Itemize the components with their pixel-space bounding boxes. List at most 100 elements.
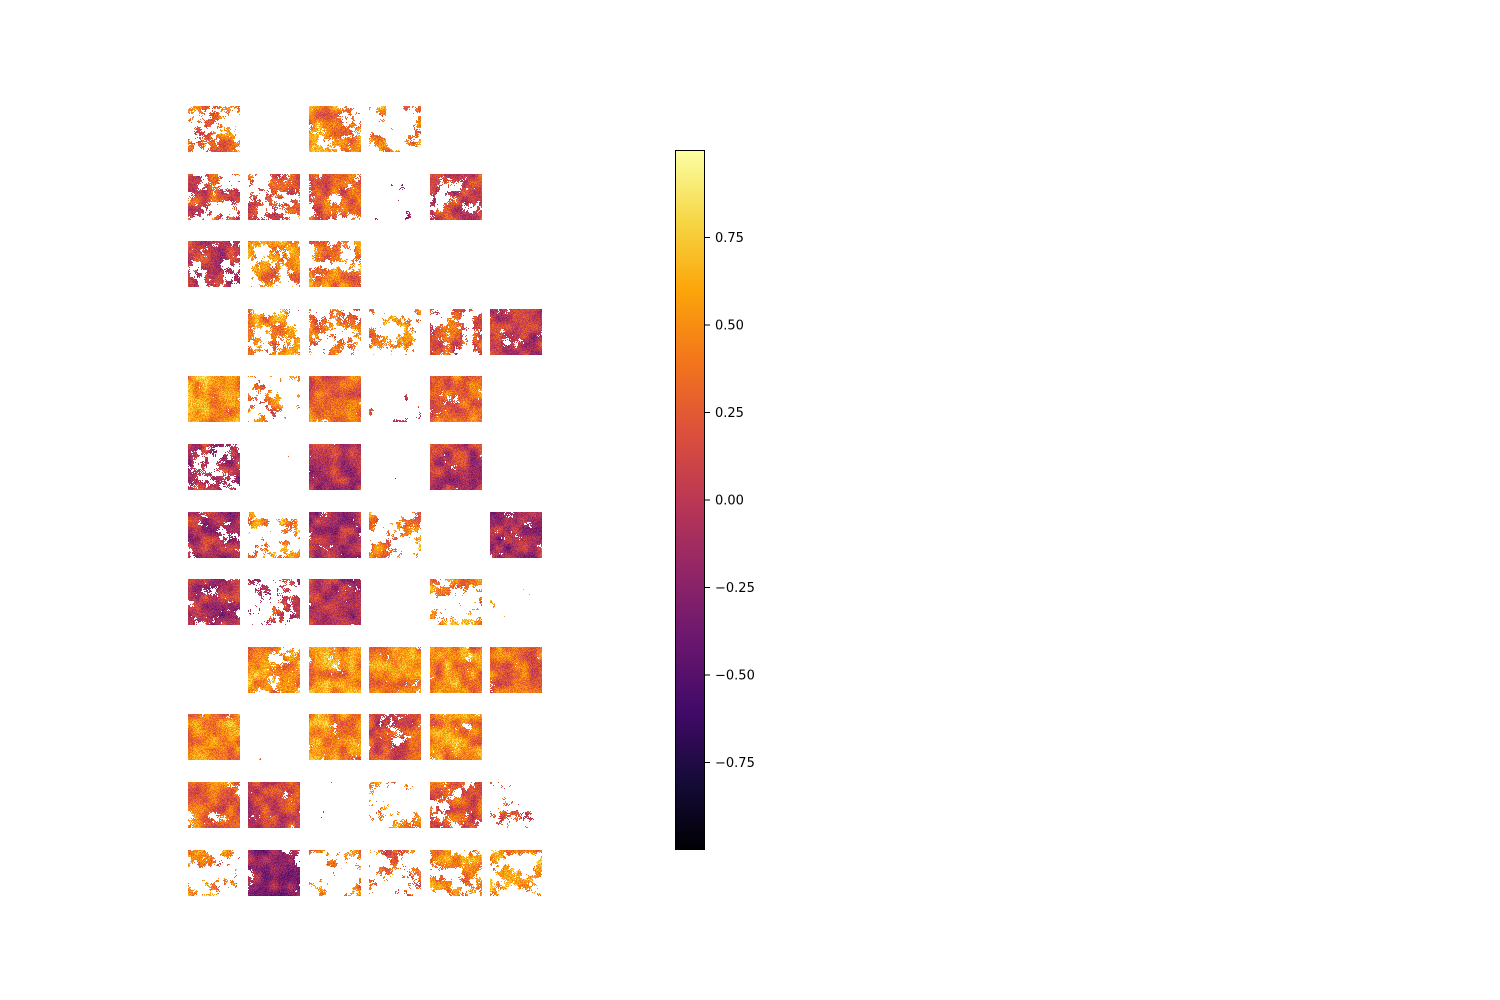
- heatmap-panel-r10-c6: [490, 714, 542, 760]
- heatmap-panel-image: [309, 647, 361, 693]
- heatmap-panel-r4-c4: [369, 309, 421, 355]
- heatmap-panel-image: [248, 714, 300, 760]
- heatmap-panel-image: [309, 850, 361, 896]
- heatmap-panel-image: [430, 782, 482, 828]
- heatmap-panel-r9-c3: [309, 647, 361, 693]
- heatmap-panel-r4-c5: [430, 309, 482, 355]
- heatmap-panel-r5-c1: [188, 376, 240, 422]
- heatmap-panel-image: [369, 782, 421, 828]
- heatmap-panel-image: [490, 782, 542, 828]
- heatmap-panel-r2-c5: [430, 174, 482, 220]
- heatmap-panel-image: [490, 850, 542, 896]
- heatmap-panel-r2-c6: [490, 174, 542, 220]
- colorbar-tick-label: 0.75: [715, 231, 744, 246]
- heatmap-panel-r6-c4: [369, 444, 421, 490]
- heatmap-panel-image: [248, 850, 300, 896]
- heatmap-panel-image: [188, 647, 240, 693]
- heatmap-panel-r8-c4: [369, 579, 421, 625]
- heatmap-panel-image: [369, 174, 421, 220]
- heatmap-panel-r7-c4: [369, 512, 421, 558]
- heatmap-panel-r8-c1: [188, 579, 240, 625]
- heatmap-panel-r1-c1: [188, 106, 240, 152]
- heatmap-panel-r9-c5: [430, 647, 482, 693]
- colorbar-gradient: [675, 150, 705, 850]
- heatmap-panel-image: [188, 714, 240, 760]
- heatmap-panel-image: [369, 850, 421, 896]
- heatmap-panel-image: [309, 241, 361, 287]
- colorbar-tick-label: −0.50: [715, 669, 755, 684]
- heatmap-panel-r12-c5: [430, 850, 482, 896]
- heatmap-panel-r5-c3: [309, 376, 361, 422]
- colorbar-tick-label: 0.50: [715, 319, 744, 334]
- heatmap-panel-image: [188, 241, 240, 287]
- heatmap-panel-r6-c2: [248, 444, 300, 490]
- heatmap-panel-r8-c5: [430, 579, 482, 625]
- heatmap-panel-r2-c4: [369, 174, 421, 220]
- colorbar-frame: [675, 150, 705, 850]
- heatmap-panel-r1-c5: [430, 106, 482, 152]
- heatmap-panel-r4-c6: [490, 309, 542, 355]
- heatmap-panel-r11-c6: [490, 782, 542, 828]
- heatmap-panel-image: [309, 512, 361, 558]
- heatmap-panel-image: [188, 309, 240, 355]
- heatmap-panel-r4-c3: [309, 309, 361, 355]
- heatmap-panel-image: [248, 579, 300, 625]
- heatmap-panel-image: [248, 174, 300, 220]
- heatmap-panel-r9-c4: [369, 647, 421, 693]
- heatmap-panel-r7-c5: [430, 512, 482, 558]
- heatmap-panel-r11-c1: [188, 782, 240, 828]
- heatmap-panel-image: [188, 512, 240, 558]
- heatmap-panel-image: [248, 106, 300, 152]
- heatmap-panel-image: [309, 376, 361, 422]
- heatmap-panel-image: [430, 579, 482, 625]
- heatmap-panel-image: [369, 579, 421, 625]
- heatmap-panel-image: [309, 106, 361, 152]
- heatmap-panel-image: [248, 376, 300, 422]
- heatmap-panel-image: [430, 512, 482, 558]
- heatmap-panel-r4-c2: [248, 309, 300, 355]
- heatmap-panel-image: [430, 444, 482, 490]
- colorbar-tick-label: 0.00: [715, 494, 744, 509]
- heatmap-panel-r1-c2: [248, 106, 300, 152]
- heatmap-panel-r2-c1: [188, 174, 240, 220]
- heatmap-panel-image: [188, 106, 240, 152]
- heatmap-panel-r6-c6: [490, 444, 542, 490]
- heatmap-panel-image: [188, 376, 240, 422]
- heatmap-panel-r12-c3: [309, 850, 361, 896]
- heatmap-panel-image: [188, 782, 240, 828]
- heatmap-panel-image: [490, 241, 542, 287]
- heatmap-panel-image: [430, 376, 482, 422]
- heatmap-panel-image: [430, 241, 482, 287]
- heatmap-panel-r10-c2: [248, 714, 300, 760]
- heatmap-panel-image: [369, 444, 421, 490]
- heatmap-panel-image: [369, 309, 421, 355]
- heatmap-panel-image: [490, 647, 542, 693]
- heatmap-panel-r5-c4: [369, 376, 421, 422]
- heatmap-panel-r2-c2: [248, 174, 300, 220]
- heatmap-panel-r6-c3: [309, 444, 361, 490]
- heatmap-panel-r4-c1: [188, 309, 240, 355]
- colorbar-tick-label: 0.25: [715, 406, 744, 421]
- colorbar-ticks: 0.75 0.50 0.25 0.00 −0.25 −0.50 −0.75: [705, 231, 755, 771]
- heatmap-panel-image: [430, 174, 482, 220]
- heatmap-panel-image: [430, 850, 482, 896]
- heatmap-panel-r1-c3: [309, 106, 361, 152]
- heatmap-panel-r1-c4: [369, 106, 421, 152]
- heatmap-panel-image: [490, 512, 542, 558]
- heatmap-panel-r8-c2: [248, 579, 300, 625]
- heatmap-panel-r5-c2: [248, 376, 300, 422]
- heatmap-panel-r3-c3: [309, 241, 361, 287]
- heatmap-panel-r3-c2: [248, 241, 300, 287]
- heatmap-panel-r12-c4: [369, 850, 421, 896]
- heatmap-panel-image: [490, 376, 542, 422]
- heatmap-panel-r3-c4: [369, 241, 421, 287]
- heatmap-panel-r7-c1: [188, 512, 240, 558]
- heatmap-panel-image: [369, 376, 421, 422]
- heatmap-panel-image: [248, 647, 300, 693]
- heatmap-panel-r11-c3: [309, 782, 361, 828]
- heatmap-panel-image: [490, 106, 542, 152]
- colorbar-tick-label: −0.75: [715, 756, 755, 771]
- heatmap-panel-image: [369, 512, 421, 558]
